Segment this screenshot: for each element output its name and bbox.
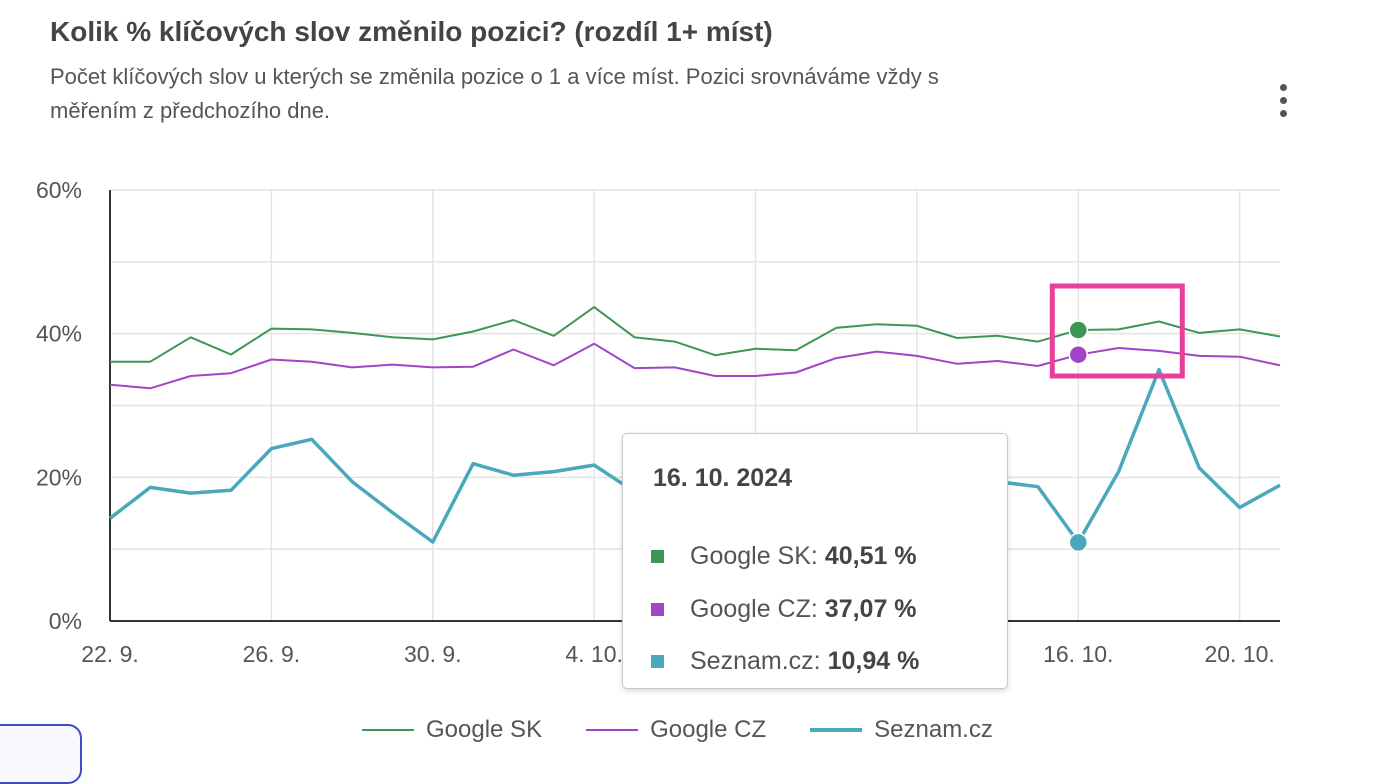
chart-subtitle: Počet klíčových slov u kterých se změnil… (50, 64, 939, 123)
google-cz-swatch (651, 602, 664, 616)
google-sk-swatch (651, 549, 664, 563)
legend-item-google-cz[interactable]: Google CZ (586, 716, 766, 744)
point-marker-google-sk (1068, 320, 1089, 340)
legend-item-google-sk[interactable]: Google SK (362, 716, 542, 744)
menu-dot (1279, 83, 1287, 91)
menu-dot (1279, 96, 1287, 104)
x-tick-label: 22. 9. (81, 641, 139, 667)
chart-legend: Google SK Google CZ Seznam.cz (362, 710, 993, 750)
y-tick-label: 40% (36, 321, 82, 347)
tooltip-label: Google SK: (690, 541, 818, 570)
legend-line-google-sk (362, 729, 414, 731)
tooltip-row-google-cz: Google CZ: 37,07 % (651, 591, 917, 627)
tooltip-row-google-sk: Google SK: 40,51 % (651, 538, 917, 574)
legend-label: Google CZ (650, 716, 767, 743)
x-tick-label: 20. 10. (1204, 641, 1274, 667)
menu-dot (1279, 109, 1287, 117)
x-tick-label: 16. 10. (1043, 641, 1113, 667)
tooltip-label: Google CZ: (690, 594, 818, 623)
highlight-box (1049, 283, 1185, 379)
legend-line-google-cz (586, 729, 639, 731)
side-card[interactable] (0, 724, 82, 784)
point-marker-seznam-cz (1068, 532, 1089, 553)
series-line-google-cz (109, 342, 1281, 390)
seznam-swatch (651, 654, 664, 668)
highlight-rectangle (1049, 283, 1185, 379)
tooltip-value: 37,07 % (824, 594, 917, 623)
chart-title: Kolik % klíčových slov změnilo pozici? (… (50, 16, 773, 47)
point-marker-google-cz (1068, 344, 1089, 365)
legend-line-seznam (810, 728, 863, 732)
tooltip-date: 16. 10. 2024 (653, 464, 793, 492)
y-tick-label: 0% (49, 608, 82, 634)
y-tick-label: 20% (36, 464, 82, 490)
x-tick-label: 30. 9. (404, 641, 462, 667)
tooltip-value: 10,94 % (827, 646, 920, 675)
y-tick-label: 60% (36, 177, 82, 203)
tooltip-label: Seznam.cz: (690, 646, 821, 675)
chart-tooltip: 16. 10. 2024 Google SK: 40,51 % Google C… (622, 433, 1008, 689)
tooltip-row-seznam: Seznam.cz: 10,94 % (651, 643, 919, 679)
tooltip-value: 40,51 % (824, 541, 917, 570)
legend-label: Seznam.cz (874, 716, 993, 743)
x-tick-label: 4. 10. (565, 641, 623, 667)
hover-markers (1068, 320, 1089, 553)
more-vertical-icon[interactable] (1268, 82, 1298, 118)
x-tick-label: 26. 9. (243, 641, 301, 667)
legend-item-seznam[interactable]: Seznam.cz (810, 716, 993, 744)
legend-label: Google SK (426, 716, 543, 743)
